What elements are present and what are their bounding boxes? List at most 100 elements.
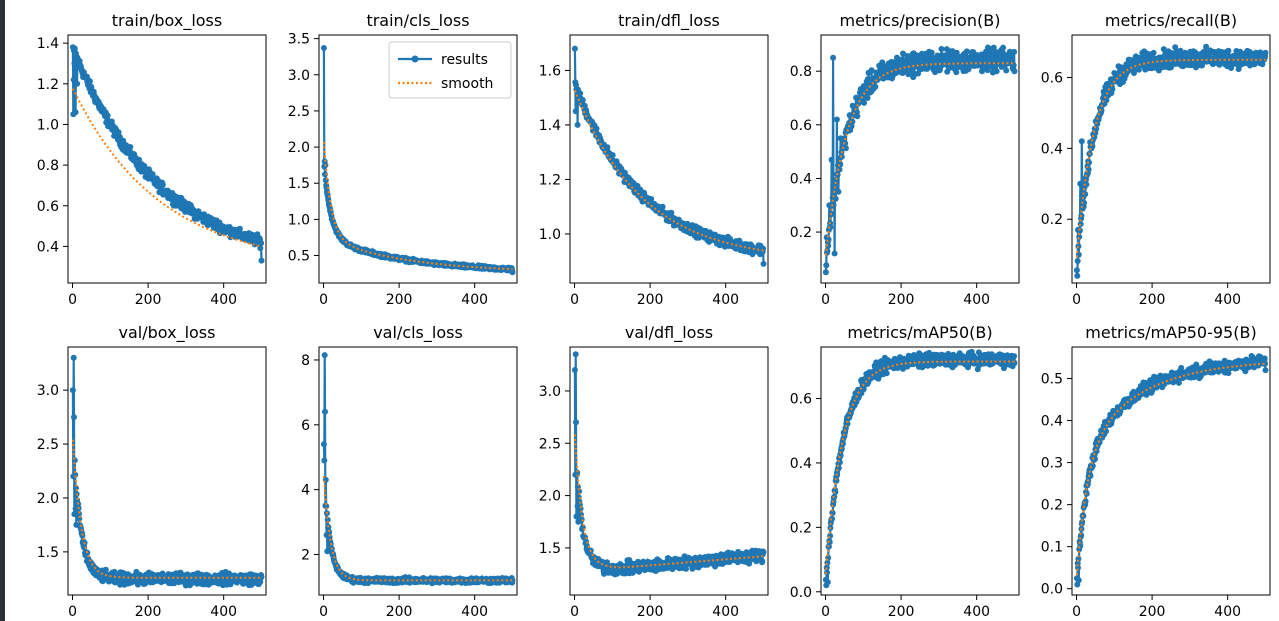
- chart-title: val/dfl_loss: [625, 323, 713, 343]
- y-tick-label: 4: [301, 483, 310, 499]
- data-point: [1076, 227, 1083, 234]
- x-tick-label: 400: [712, 604, 739, 620]
- data-point: [953, 49, 960, 56]
- chart-title: metrics/mAP50(B): [847, 323, 992, 342]
- axes-frame: [1071, 34, 1271, 284]
- x-tick-label: 0: [319, 604, 328, 620]
- data-point: [115, 129, 122, 136]
- data-point: [322, 408, 328, 415]
- data-point: [842, 140, 849, 147]
- data-point: [831, 250, 838, 257]
- data-point: [70, 354, 77, 361]
- data-point: [72, 471, 79, 478]
- data-point: [149, 171, 156, 178]
- data-point: [848, 123, 855, 129]
- data-point: [1083, 181, 1090, 188]
- data-point: [823, 564, 830, 571]
- x-tick-label: 200: [135, 604, 162, 620]
- x-tick-label: 0: [821, 292, 830, 308]
- data-point: [824, 579, 831, 586]
- axes-frame: [318, 34, 518, 284]
- results-markers: [571, 45, 767, 267]
- data-point: [593, 125, 600, 132]
- y-tick-label: 1.6: [539, 63, 561, 79]
- data-point: [759, 558, 766, 565]
- data-point: [883, 370, 890, 377]
- data-point: [236, 225, 243, 232]
- data-point: [573, 419, 579, 426]
- x-tick-label: 0: [68, 292, 77, 308]
- data-point: [864, 95, 871, 101]
- x-tick-label: 200: [888, 292, 915, 308]
- data-point: [72, 109, 79, 116]
- data-point: [828, 156, 835, 163]
- data-point: [571, 367, 578, 373]
- results-markers: [69, 44, 265, 264]
- results-line: [824, 47, 1016, 273]
- data-point: [1203, 43, 1210, 50]
- data-point: [69, 387, 76, 394]
- data-point: [1103, 97, 1110, 104]
- y-tick-label: 3.5: [288, 32, 310, 48]
- data-point: [833, 176, 840, 183]
- data-point: [88, 84, 95, 91]
- results-line: [1075, 46, 1267, 276]
- y-tick-label: 1.0: [539, 227, 561, 243]
- results-markers: [822, 44, 1018, 276]
- y-tick-label: 2.5: [288, 104, 310, 120]
- y-tick-label: 0.6: [790, 392, 812, 408]
- data-point: [1011, 353, 1018, 360]
- data-point: [1262, 49, 1269, 56]
- data-point: [842, 145, 849, 152]
- data-point: [323, 503, 330, 510]
- y-tick-label: 2.5: [539, 436, 561, 452]
- data-point: [70, 76, 77, 83]
- data-point: [1175, 379, 1182, 386]
- data-point: [320, 45, 327, 51]
- x-tick-label: 400: [963, 292, 990, 308]
- chart-title: train/box_loss: [112, 11, 222, 31]
- data-point: [990, 44, 997, 51]
- y-tick-label: 0.6: [37, 199, 59, 215]
- data-point: [604, 559, 610, 566]
- results-line: [1075, 355, 1267, 585]
- results-markers: [1073, 353, 1269, 588]
- results-markers: [320, 352, 516, 587]
- y-tick-label: 2: [301, 547, 310, 563]
- data-point: [1073, 267, 1080, 274]
- data-point: [321, 457, 328, 464]
- data-point: [938, 46, 945, 52]
- axes-frame: [67, 346, 267, 596]
- x-tick-label: 0: [68, 604, 77, 620]
- results-markers: [1073, 43, 1269, 279]
- legend-box: [388, 41, 512, 99]
- results-line: [322, 355, 514, 587]
- data-point: [854, 113, 861, 120]
- smooth-line: [71, 439, 262, 579]
- y-tick-label: 1.4: [37, 36, 59, 52]
- data-point: [1075, 555, 1082, 562]
- axes-frame: [569, 34, 769, 284]
- data-point: [1081, 199, 1088, 206]
- x-tick-label: 200: [888, 604, 915, 620]
- data-point: [861, 99, 868, 106]
- data-point: [1074, 272, 1081, 279]
- y-tick-label: 0.6: [1041, 71, 1063, 87]
- y-tick-label: 3.0: [37, 383, 59, 399]
- data-point: [648, 196, 655, 202]
- smooth-line: [824, 62, 1015, 256]
- axes-frame: [67, 34, 267, 284]
- x-tick-label: 400: [210, 604, 237, 620]
- data-point: [635, 558, 641, 565]
- data-point: [76, 58, 83, 64]
- x-tick-label: 200: [637, 292, 664, 308]
- x-tick-label: 200: [135, 292, 162, 308]
- axes-frame: [820, 346, 1020, 596]
- data-point: [609, 152, 616, 159]
- data-point: [1011, 48, 1018, 55]
- axes-frame: [569, 346, 769, 596]
